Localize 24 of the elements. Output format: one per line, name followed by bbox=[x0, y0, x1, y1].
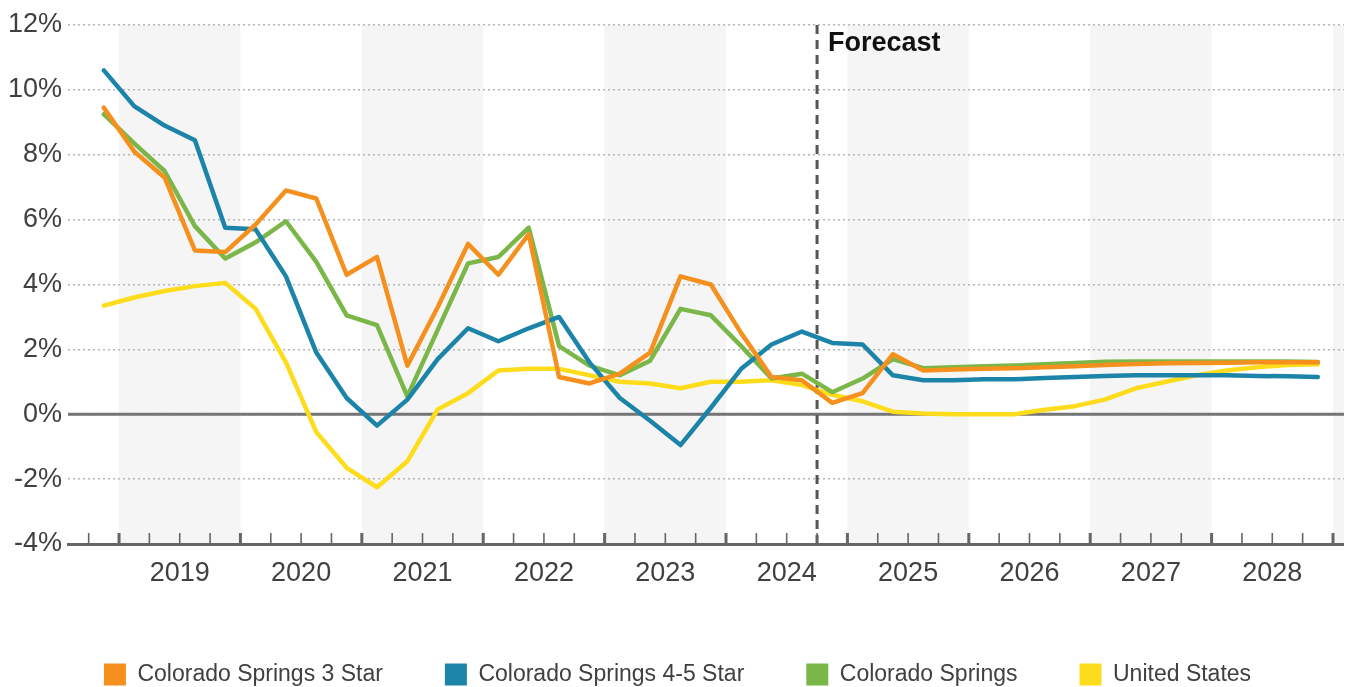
y-tick-label: 10% bbox=[7, 73, 63, 104]
x-tick-label: 2020 bbox=[271, 556, 332, 587]
y-tick-label: 8% bbox=[23, 138, 63, 169]
legend-label: United States bbox=[1113, 659, 1252, 686]
y-tick-label: 0% bbox=[23, 397, 63, 428]
x-tick-label: 2021 bbox=[392, 556, 453, 587]
x-tick-label: 2019 bbox=[149, 556, 210, 587]
ref-line-label: Forecast bbox=[828, 26, 941, 57]
x-tick-label: 2024 bbox=[756, 556, 817, 587]
legend-label: Colorado Springs 3 Star bbox=[137, 659, 384, 686]
x-tick-label: 2028 bbox=[1242, 556, 1303, 587]
x-tick-label: 2022 bbox=[513, 556, 574, 587]
x-tick-label: 2027 bbox=[1120, 556, 1181, 587]
y-tick-label: 12% bbox=[7, 8, 63, 39]
x-tick-label: 2025 bbox=[878, 556, 939, 587]
y-tick-label: 6% bbox=[23, 203, 63, 234]
y-tick-label: 2% bbox=[23, 332, 63, 363]
y-tick-label: -4% bbox=[14, 527, 63, 558]
y-tick-label: -2% bbox=[14, 462, 63, 493]
x-tick-label: 2026 bbox=[999, 556, 1060, 587]
legend-label: Colorado Springs 4-5 Star bbox=[478, 659, 745, 686]
legend-label: Colorado Springs bbox=[839, 659, 1018, 686]
y-tick-label: 4% bbox=[23, 267, 63, 298]
x-tick-label: 2023 bbox=[635, 556, 696, 587]
